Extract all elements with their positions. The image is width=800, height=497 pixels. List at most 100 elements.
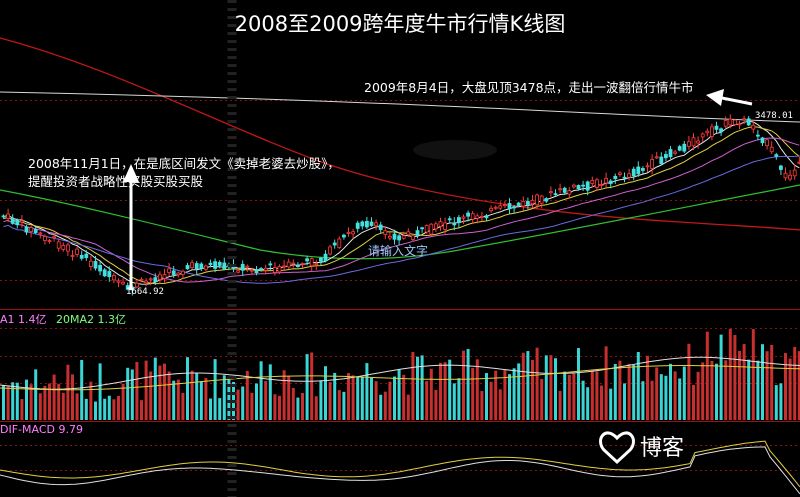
volume-bar-99 (457, 378, 461, 420)
volume-bar-36 (167, 371, 171, 420)
volume-bar-131 (604, 346, 608, 420)
arrow-up-icon (123, 164, 139, 290)
candle-body-110 (507, 203, 512, 210)
volume-bar-44 (204, 378, 208, 420)
volume-bar-171 (788, 358, 792, 420)
volume-bar-28 (130, 369, 134, 420)
annotation-top: 2009年8月4日，大盘见顶3478点，走出一波翻倍行情牛市 (364, 80, 694, 95)
volume-bar-25 (117, 395, 120, 420)
logo-text: 博客 (640, 436, 684, 461)
volume-bar-43 (199, 381, 203, 420)
candle-body-35 (162, 274, 167, 279)
candle-body-0 (1, 215, 6, 218)
volume-bar-32 (149, 371, 153, 420)
volume-bar-126 (581, 380, 585, 420)
volume-bar-48 (222, 375, 226, 420)
volume-bar-73 (337, 390, 341, 420)
candle-body-121 (558, 188, 562, 191)
candle-body-68 (314, 263, 319, 265)
volume-bar-66 (305, 354, 309, 420)
volume-bar-162 (747, 359, 751, 420)
volume-bar-11 (52, 374, 56, 420)
candle-body-116 (535, 194, 539, 206)
macd-lines (0, 440, 800, 495)
candle-body-99 (456, 217, 461, 223)
volume-bar-61 (282, 370, 286, 420)
candle-body-159 (733, 119, 737, 125)
candle-body-134 (618, 172, 622, 175)
candle-body-47 (217, 262, 222, 266)
candle-body-13 (61, 245, 66, 250)
volume-bar-142 (655, 367, 659, 420)
candle-body-73 (337, 238, 342, 248)
candle-body-12 (56, 241, 61, 249)
arrow-left-icon (706, 89, 753, 106)
candle-body-161 (742, 118, 746, 121)
candle-body-127 (585, 181, 590, 191)
candle-body-27 (125, 285, 130, 290)
volume-bar-153 (705, 331, 709, 420)
candle-body-140 (645, 165, 650, 168)
candle-body-109 (502, 204, 507, 207)
candle-body-75 (346, 232, 351, 234)
candle-body-2 (10, 218, 15, 224)
volume-bar-164 (756, 360, 760, 420)
volume-bar-16 (75, 393, 79, 420)
volume-bar-113 (521, 352, 525, 420)
volume-bar-121 (558, 390, 562, 420)
volume-bar-12 (57, 383, 61, 420)
candle-body-106 (489, 207, 494, 212)
volume-bar-39 (181, 392, 185, 420)
candle-body-87 (401, 235, 406, 239)
candle-body-17 (79, 254, 84, 259)
volume-bar-123 (567, 375, 571, 420)
candle-body-158 (728, 118, 733, 126)
candle-body-169 (779, 165, 783, 170)
volume-bar-137 (632, 365, 636, 420)
candle-body-58 (268, 263, 273, 266)
candle-body-147 (677, 146, 682, 151)
candle-body-137 (631, 168, 636, 177)
volume-bar-97 (448, 359, 452, 420)
candle-body-130 (599, 184, 604, 187)
volume-bar-18 (84, 398, 88, 420)
volume-bar-170 (784, 352, 787, 420)
candle-body-74 (341, 234, 346, 238)
volume-bar-156 (719, 334, 723, 420)
volume-bar-110 (508, 374, 511, 420)
volume-bar-72 (333, 372, 337, 420)
candle-body-43 (199, 263, 204, 269)
candle-body-86 (397, 235, 402, 241)
candle-body-139 (641, 168, 645, 171)
candle-body-123 (567, 190, 572, 195)
candle-body-16 (75, 248, 79, 255)
candle-body-81 (374, 222, 379, 227)
volume-bar-132 (609, 388, 613, 420)
volume-bar-111 (512, 368, 516, 420)
volume-bar-13 (61, 392, 65, 420)
candle-body-66 (305, 258, 310, 262)
ma-line-darkred (0, 37, 800, 231)
volume-bar-46 (213, 359, 217, 420)
volume-bar-24 (112, 399, 116, 420)
candle-body-15 (70, 255, 75, 257)
candle-body-136 (627, 173, 631, 178)
candle-body-124 (572, 184, 576, 188)
volume-bar-59 (273, 394, 277, 420)
volume-bar-62 (287, 376, 291, 420)
volume-bar-53 (245, 370, 249, 420)
low-price-label: 1664.92 (126, 287, 164, 297)
volume-bar-119 (549, 355, 553, 420)
candle-body-172 (792, 169, 797, 177)
candle-body-40 (185, 265, 190, 270)
candle-body-14 (66, 244, 70, 252)
volume-bar-64 (296, 397, 300, 420)
candle-body-70 (323, 253, 328, 262)
volume-bar-81 (374, 381, 378, 420)
volume-bar-109 (503, 369, 507, 420)
volume-bar-41 (190, 370, 194, 420)
volume-ma-lines (0, 356, 800, 391)
volume-bar-58 (268, 364, 272, 420)
